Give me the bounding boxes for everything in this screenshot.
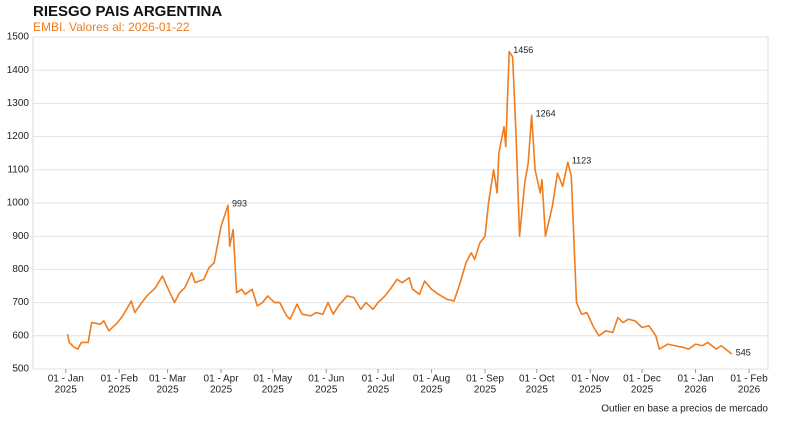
x-tick-label: 01 - Mar [149,374,187,385]
x-tick-label: 01 - Jun [308,374,344,385]
data-label: 1264 [536,109,556,119]
y-tick-label: 1000 [7,198,30,209]
x-tick-label: 2025 [108,385,131,396]
x-tick-label: 01 - Aug [413,374,450,385]
data-label: 993 [232,199,247,209]
x-tick-label: 01 - Jan [677,374,713,385]
x-tick-label: 2025 [315,385,338,396]
x-tick-label: 01 - Feb [730,374,768,385]
y-tick-label: 1100 [7,164,29,175]
x-tick-label: 01 - Feb [101,374,139,385]
x-tick-label: 2025 [474,385,497,396]
x-tick-label: 01 - Jul [362,374,395,385]
x-tick-label: 2025 [156,385,179,396]
y-tick-label: 1200 [7,131,30,142]
footnote: Outlier en base a precios de mercado [601,404,768,415]
x-tick-label: 2026 [684,385,707,396]
chart-subtitle: EMBI. Valores al: 2026-01-22 [33,20,190,34]
data-label: 1456 [513,45,533,55]
x-tick-label: 01 - Apr [204,374,240,385]
x-tick-label: 01 - Jan [48,374,84,385]
x-tick-label: 01 - May [253,374,292,385]
chart-title: RIESGO PAIS ARGENTINA [33,3,222,20]
x-tick-label: 01 - Dec [623,374,661,385]
y-tick-label: 600 [12,330,29,341]
y-tick-label: 700 [12,297,29,308]
y-tick-label: 500 [12,364,29,375]
data-label: 545 [736,347,751,357]
data-line [66,50,733,355]
x-tick-label: 2025 [367,385,390,396]
x-tick-label: 2025 [579,385,602,396]
x-tick-label: 2025 [55,385,78,396]
y-tick-label: 1500 [7,32,30,43]
y-tick-label: 900 [12,231,29,242]
y-tick-label: 1400 [7,65,30,76]
x-tick-label: 2025 [526,385,549,396]
x-tick-label: 2025 [420,385,443,396]
x-tick-label: 01 - Oct [519,374,555,385]
data-label: 1123 [572,156,591,166]
y-tick-label: 800 [12,264,29,275]
x-tick-label: 01 - Nov [571,374,609,385]
x-tick-label: 01 - Sep [466,374,504,385]
x-tick-label: 2025 [631,385,654,396]
x-tick-label: 2025 [210,385,233,396]
y-tick-label: 1300 [7,98,30,109]
x-tick-label: 2025 [262,385,285,396]
x-tick-label: 2026 [738,385,761,396]
